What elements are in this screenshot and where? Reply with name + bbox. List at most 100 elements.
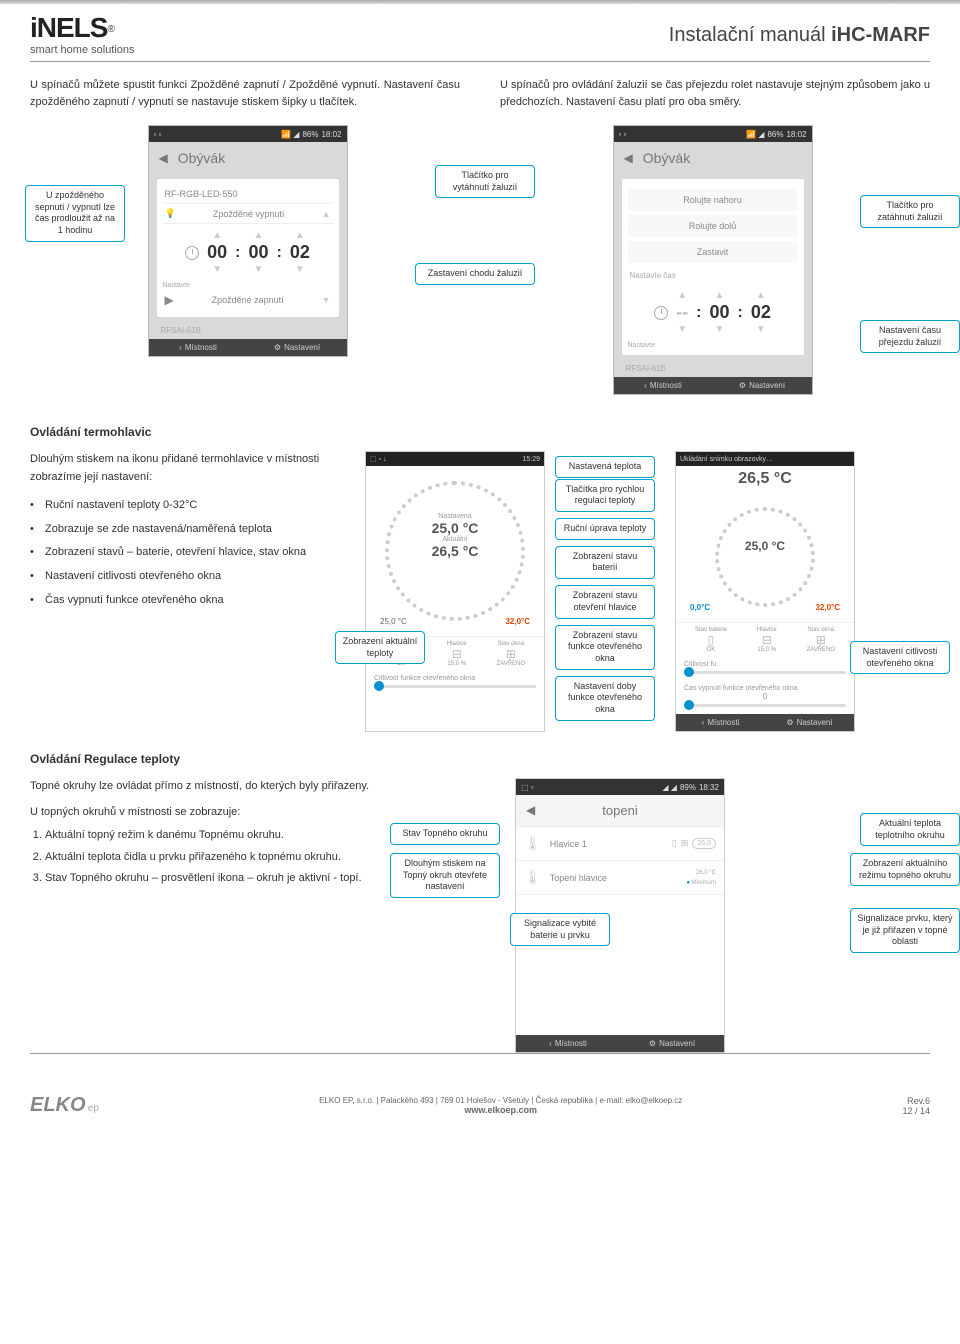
signal-icon: 📶 ◢	[281, 130, 299, 139]
roll-up-btn[interactable]: Rolujte nahoru	[628, 189, 798, 211]
heating-li2: Aktuální teplota čidla u prvku přiřazené…	[45, 847, 390, 869]
slider-thumb[interactable]	[684, 700, 694, 710]
hot-label: 32,0°C	[505, 617, 530, 626]
back-icon: ‹	[179, 343, 182, 352]
nav-rooms[interactable]: ‹Místnosti	[614, 377, 713, 394]
spinner-hh[interactable]: ▲00▼	[207, 230, 227, 276]
heating-p1: Topné okruhy lze ovládat přímo z místnos…	[30, 778, 390, 796]
switches-section: U zpožděného sepnutí / vypnutí lze čas p…	[30, 125, 930, 405]
slider-thumb[interactable]	[374, 681, 384, 691]
thermo-text: Dlouhým stiskem na ikonu přidané termohl…	[30, 451, 350, 612]
status-time: 18:32	[699, 783, 719, 792]
heating-text: Topné okruhy lze ovládat přímo z místnos…	[30, 778, 390, 890]
thermo-section: Dlouhým stiskem na ikonu přidané termohl…	[30, 451, 930, 732]
phone2-col: Tlačítko pro vytáhnutí žaluzií Zastavení…	[495, 125, 930, 395]
chevron-icon: ▲	[322, 209, 331, 219]
footer-mid: ELKO EP, s.r.o. | Palackého 493 | 769 01…	[99, 1096, 903, 1115]
callout-pull-text: Tlačítko pro vytáhnutí žaluzií	[453, 170, 518, 192]
valve-icon: ⊟	[757, 633, 777, 647]
slider-track[interactable]	[374, 685, 536, 688]
nastavena-lbl: Nastavená	[432, 513, 479, 520]
delayed-off-row[interactable]: 💡 Zpožděné vypnutí ▲	[163, 204, 333, 224]
spinner-ss[interactable]: ▲02▼	[751, 290, 771, 336]
slider-track[interactable]	[684, 671, 846, 674]
time-zero: 0	[684, 692, 846, 701]
time-slider[interactable]: Čas vypnutí funkce otevřeného okna 0	[676, 681, 854, 714]
clock-icon	[185, 246, 199, 260]
dial-center: 25,0 °C	[745, 539, 785, 553]
device-panel: RF-RGB-LED-550 💡 Zpožděné vypnutí ▲ ▲00▼…	[157, 179, 339, 317]
device-name: RF-RGB-LED-550	[163, 185, 333, 204]
nav-rooms[interactable]: ‹Místnosti	[676, 714, 765, 731]
spinner-mm[interactable]: ▲00▼	[709, 290, 729, 336]
heat-title: topeni	[602, 803, 637, 818]
aktualni-lbl: Aktuální	[432, 536, 479, 543]
slider-label: Citlivost funkce otevřeného okna	[374, 675, 536, 682]
sensitivity-slider[interactable]: Citlivost funkce otevřeného okna	[366, 671, 544, 695]
phone-blinds: ▫ ▫ 📶 ◢ 86% 18:02 ◀ Obývák Rolujte nahor…	[613, 125, 813, 395]
bottom-nav: ‹Místnosti ⚙Nastavení	[149, 339, 347, 356]
heating-p2: U topných okruhů v místnosti se zobrazuj…	[30, 804, 390, 822]
status-icons-left: ⬚ ▫	[521, 783, 534, 792]
heat-item-2[interactable]: 🌡 Topeni hlavice 26,0 °C ● Minimum	[516, 861, 724, 895]
page-header: iNELS® smart home solutions Instalační m…	[0, 4, 960, 61]
clock-icon	[654, 306, 668, 320]
callout-temp: Aktuální teplota teplotního okruhu	[860, 813, 960, 846]
play-icon: ▶	[165, 293, 174, 307]
logo-text: iNELS	[30, 12, 107, 43]
roll-down-btn[interactable]: Rolujte dolů	[628, 215, 798, 237]
slider-track[interactable]	[684, 704, 846, 707]
sensitivity-slider[interactable]: Citlivost fu	[676, 657, 854, 681]
spinner-mm[interactable]: ▲00▼	[248, 230, 268, 276]
spinner-hh[interactable]: ▲--▼	[676, 290, 688, 336]
callout-actual-temp: Zobrazení aktuální teploty	[335, 631, 425, 664]
heating-title: Ovládání Regulace teploty	[30, 752, 930, 766]
nav-settings[interactable]: ⚙Nastavení	[713, 377, 812, 394]
slider-thumb[interactable]	[684, 667, 694, 677]
stop-btn[interactable]: Zastavit	[628, 241, 798, 263]
state-window: Stav okna⊞ZAVŘENO	[806, 627, 835, 653]
window-icon: ⊞	[496, 647, 525, 661]
callout-window-state: Zobrazení stavu funkce otevřeného okna	[555, 625, 655, 670]
state-window: Stav okna⊞ZAVŘENO	[496, 641, 525, 667]
status-bar: ▫ ▫ 📶 ◢ 86% 18:02	[614, 126, 812, 142]
nastavte-label: Nastavte	[628, 342, 798, 349]
callout-stop-text: Zastavení chodu žaluzií	[428, 268, 523, 278]
thermometer-icon: 🌡	[524, 835, 542, 852]
nav-rooms[interactable]: ‹Místnosti	[149, 339, 248, 356]
delayed-on-row[interactable]: ▶ Zpožděné zapnutí ▼	[163, 289, 333, 311]
status-icons-left: ▫ ▫	[154, 130, 162, 139]
dial2-gauge[interactable]: 25,0 °C 0,0°C 32,0°C	[690, 502, 840, 612]
back-icon[interactable]: ◀	[159, 151, 168, 165]
footer-rev: Rev.6	[902, 1096, 930, 1106]
nav-rooms[interactable]: ‹Místnosti	[516, 1035, 620, 1052]
time-sep2: :	[738, 304, 743, 322]
dial1-gauge[interactable]: Nastavená 25,0 °C Aktuální 26,5 °C 25,0 …	[380, 476, 530, 626]
nav-settings[interactable]: ⚙Nastavení	[248, 339, 347, 356]
time-picker[interactable]: ▲00▼ : ▲00▼ : ▲02▼	[163, 224, 333, 282]
rfsai-label: RFSAI-61B	[149, 322, 347, 339]
callout-stop: Zastavení chodu žaluzií	[415, 263, 535, 285]
back-icon[interactable]: ◀	[526, 803, 535, 817]
heat-item-1[interactable]: 🌡 Hlavice 1 ▯ ⊞ 26,0	[516, 827, 724, 861]
heating-li1: Aktuální topný režim k danému Topnému ok…	[45, 825, 390, 847]
nav-settings[interactable]: ⚙Nastavení	[765, 714, 854, 731]
callout-pull: Tlačítko pro vytáhnutí žaluzií	[435, 165, 535, 198]
spinner-ss[interactable]: ▲02▼	[290, 230, 310, 276]
status-right: 📶 ◢ 86% 18:02	[281, 130, 341, 139]
nav-settings[interactable]: ⚙Nastavení	[620, 1035, 724, 1052]
back-icon[interactable]: ◀	[624, 151, 633, 165]
mode-label: ● Minimum	[686, 880, 716, 886]
callout-long: Dlouhým stiskem na Topný okruh otevřete …	[390, 853, 500, 898]
status-bar: ▫ ▫ 📶 ◢ 86% 18:02	[149, 126, 347, 142]
heating-li3: Stav Topného okruhu – prosvětlení ikona …	[45, 868, 390, 890]
set-time-label: Nastavte čas	[628, 267, 798, 284]
callout-delay: U zpožděného sepnutí / vypnutí lze čas p…	[25, 185, 125, 242]
bottom-nav: ‹Místnosti ⚙Nastavení	[516, 1035, 724, 1052]
callout-manual: Ruční úprava teploty	[555, 518, 655, 540]
slider-label: Čas vypnutí funkce otevřeného okna	[684, 685, 846, 692]
low-temp-label: 25,0 °C	[380, 617, 407, 626]
bullet-3: Nastavení citlivosti otevřeného okna	[30, 565, 350, 589]
dial-center: Nastavená 25,0 °C Aktuální 26,5 °C	[432, 513, 479, 559]
time-picker[interactable]: ▲--▼ : ▲00▼ : ▲02▼	[628, 284, 798, 342]
